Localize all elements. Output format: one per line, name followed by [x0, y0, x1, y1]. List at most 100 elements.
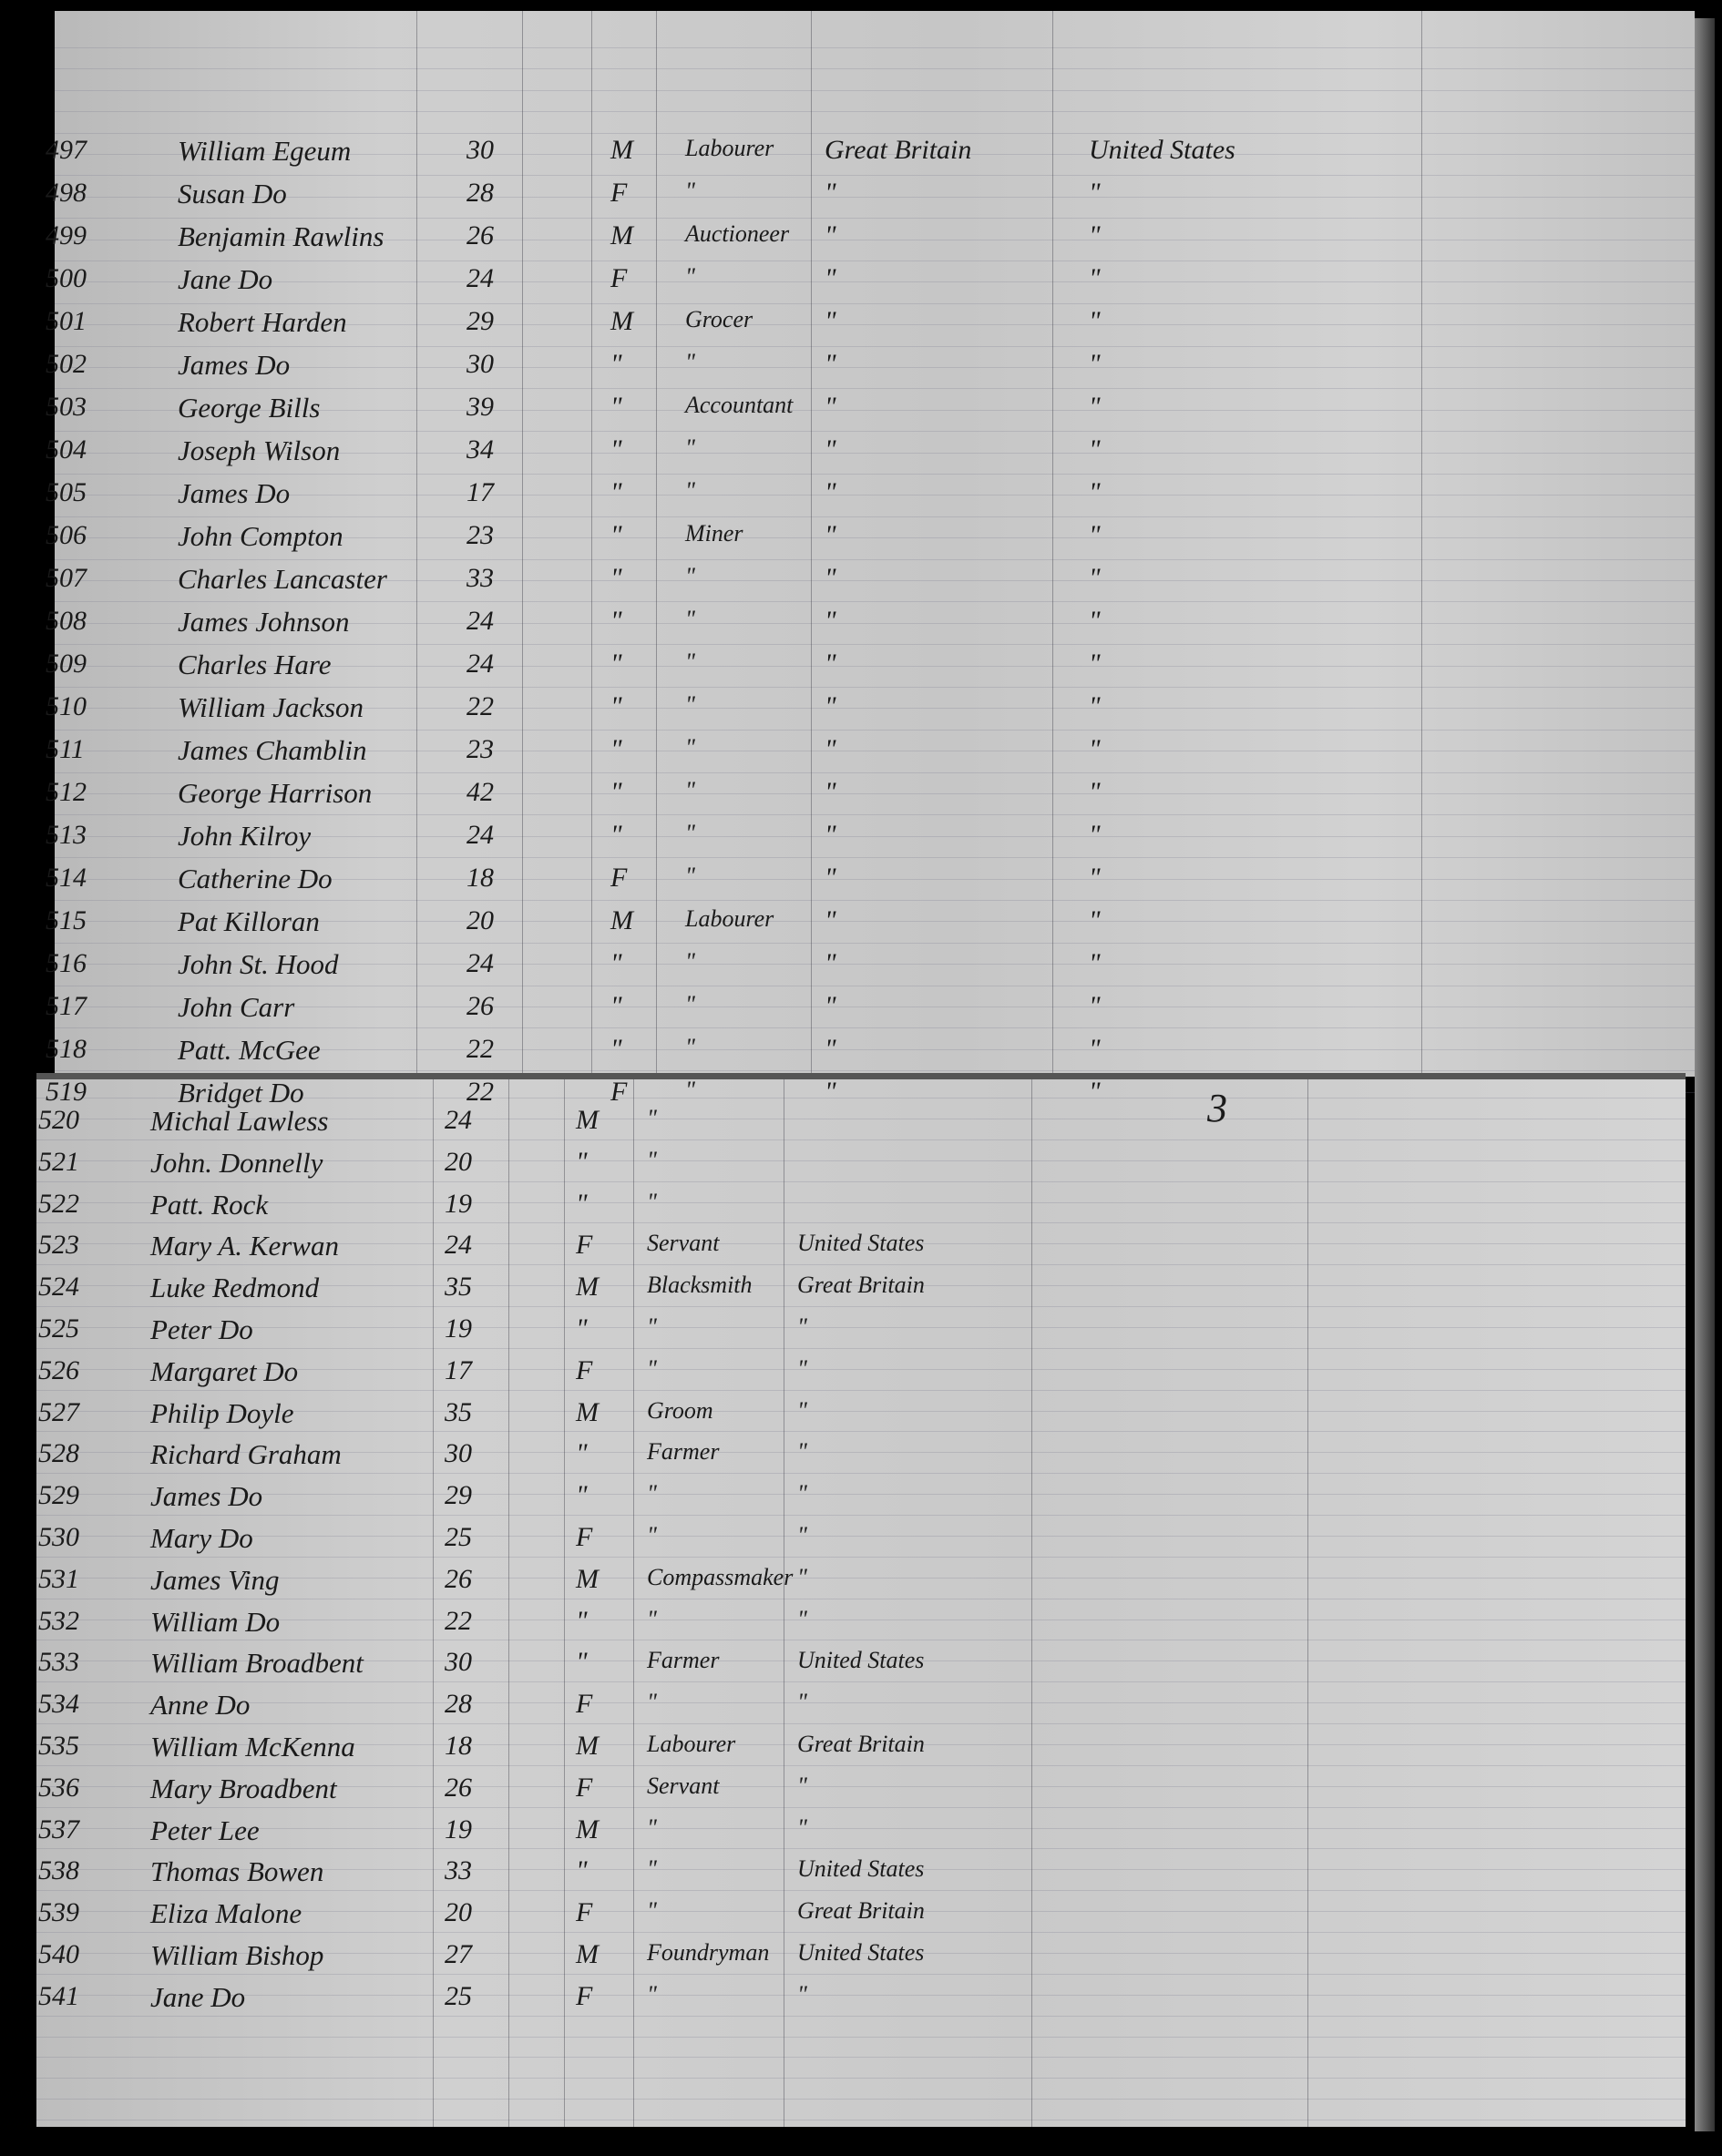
- cell-sex: ": [576, 1647, 588, 1678]
- cell-occupation: Servant: [647, 1230, 720, 1257]
- ruled-line: [36, 1347, 1686, 1349]
- column-rule: [656, 11, 657, 1077]
- cell-destination: ": [1089, 520, 1101, 550]
- cell-name: Thomas Bowen: [150, 1855, 324, 1888]
- cell-country: ": [797, 1605, 807, 1632]
- cell-sex: M: [576, 1272, 599, 1303]
- cell-no: 524: [38, 1272, 79, 1303]
- ruled-line: [36, 1285, 1686, 1287]
- ruled-line: [55, 409, 1695, 411]
- cell-sex: ": [610, 392, 622, 422]
- cell-sex: ": [610, 777, 622, 807]
- cell-age: 24: [466, 649, 494, 679]
- ruled-line: [36, 1723, 1686, 1724]
- cell-name: Luke Redmond: [150, 1272, 320, 1304]
- cell-destination: ": [1089, 691, 1101, 721]
- ruled-line: [55, 132, 1695, 134]
- cell-no: 511: [46, 734, 85, 764]
- column-rule: [416, 11, 417, 1077]
- ruled-line: [36, 1494, 1686, 1496]
- ruled-line: [36, 1535, 1686, 1537]
- ruled-line: [36, 1452, 1686, 1454]
- cell-occupation: ": [647, 1480, 657, 1507]
- cell-occupation: Compassmaker: [647, 1563, 794, 1590]
- ruled-line: [55, 729, 1695, 731]
- cell-age: 18: [445, 1731, 472, 1761]
- cell-name: James Do: [150, 1480, 263, 1513]
- cell-occupation: Foundryman: [647, 1939, 770, 1966]
- cell-name: Patt. Rock: [150, 1188, 269, 1221]
- cell-destination: ": [1089, 948, 1101, 978]
- cell-name: Jane Do: [178, 263, 273, 295]
- cell-country: ": [825, 520, 836, 550]
- cell-occupation: ": [647, 1605, 657, 1632]
- cell-sex: ": [610, 349, 622, 379]
- cell-age: 22: [466, 1077, 494, 1107]
- cell-occupation: ": [685, 434, 695, 461]
- cell-name: Bridget Do: [178, 1077, 304, 1109]
- column-rule: [1421, 11, 1422, 1077]
- ruled-line: [55, 814, 1695, 816]
- cell-age: 23: [466, 520, 494, 550]
- ruled-line: [55, 644, 1695, 646]
- cell-country: ": [825, 349, 836, 379]
- ruled-line: [55, 771, 1695, 773]
- cell-sex: ": [610, 734, 622, 764]
- cell-no: 502: [46, 349, 87, 379]
- cell-occupation: ": [685, 349, 695, 375]
- column-rule: [564, 1079, 565, 2127]
- ruled-line: [55, 431, 1695, 433]
- column-rule: [811, 11, 812, 1077]
- column-rule: [633, 1079, 634, 2127]
- cell-country: ": [797, 1814, 807, 1841]
- ruled-line: [55, 388, 1695, 390]
- cell-sex: M: [576, 1396, 599, 1427]
- ruled-line: [36, 1577, 1686, 1579]
- cell-age: 22: [445, 1605, 472, 1636]
- ruled-line: [55, 1070, 1695, 1072]
- cell-age: 33: [466, 563, 494, 593]
- cell-no: 539: [38, 1897, 79, 1928]
- ruled-line: [55, 302, 1695, 304]
- cell-country: United States: [797, 1855, 925, 1883]
- cell-destination: United States: [1089, 135, 1235, 165]
- cell-age: 23: [466, 734, 494, 764]
- ruled-line: [36, 1306, 1686, 1307]
- cell-age: 25: [445, 1522, 472, 1552]
- cell-age: 20: [445, 1897, 472, 1928]
- ruled-line: [36, 2057, 1686, 2059]
- ruled-line: [55, 793, 1695, 794]
- cell-destination: ": [1089, 991, 1101, 1021]
- cell-name: John St. Hood: [178, 948, 339, 980]
- cell-name: Richard Graham: [150, 1438, 342, 1471]
- cell-country: ": [825, 263, 836, 293]
- cell-sex: M: [610, 135, 633, 165]
- cell-name: William Egeum: [178, 135, 352, 167]
- cell-age: 17: [445, 1354, 472, 1385]
- cell-no: 534: [38, 1689, 79, 1720]
- cell-name: John Compton: [178, 520, 343, 552]
- cell-occupation: ": [685, 691, 695, 718]
- cell-occupation: Servant: [647, 1772, 720, 1799]
- cell-no: 536: [38, 1772, 79, 1803]
- cell-occupation: ": [685, 820, 695, 846]
- cell-no: 537: [38, 1814, 79, 1844]
- ruled-line: [36, 1160, 1686, 1161]
- cell-occupation: ": [685, 563, 695, 589]
- cell-country: United States: [797, 1647, 925, 1674]
- ruled-line: [55, 835, 1695, 837]
- cell-no: 515: [46, 905, 87, 935]
- cell-name: Michal Lawless: [150, 1105, 329, 1137]
- cell-country: ": [825, 734, 836, 764]
- ruled-line: [55, 687, 1695, 688]
- cell-country: ": [797, 1563, 807, 1590]
- cell-country: ": [825, 948, 836, 978]
- cell-country: ": [825, 220, 836, 250]
- cell-country: ": [797, 1313, 807, 1340]
- cell-no: 517: [46, 991, 87, 1021]
- cell-occupation: ": [685, 1034, 695, 1060]
- cell-sex: ": [576, 1188, 588, 1219]
- cell-occupation: ": [685, 649, 695, 675]
- cell-name: James Johnson: [178, 606, 350, 638]
- cell-name: Eliza Malone: [150, 1897, 302, 1930]
